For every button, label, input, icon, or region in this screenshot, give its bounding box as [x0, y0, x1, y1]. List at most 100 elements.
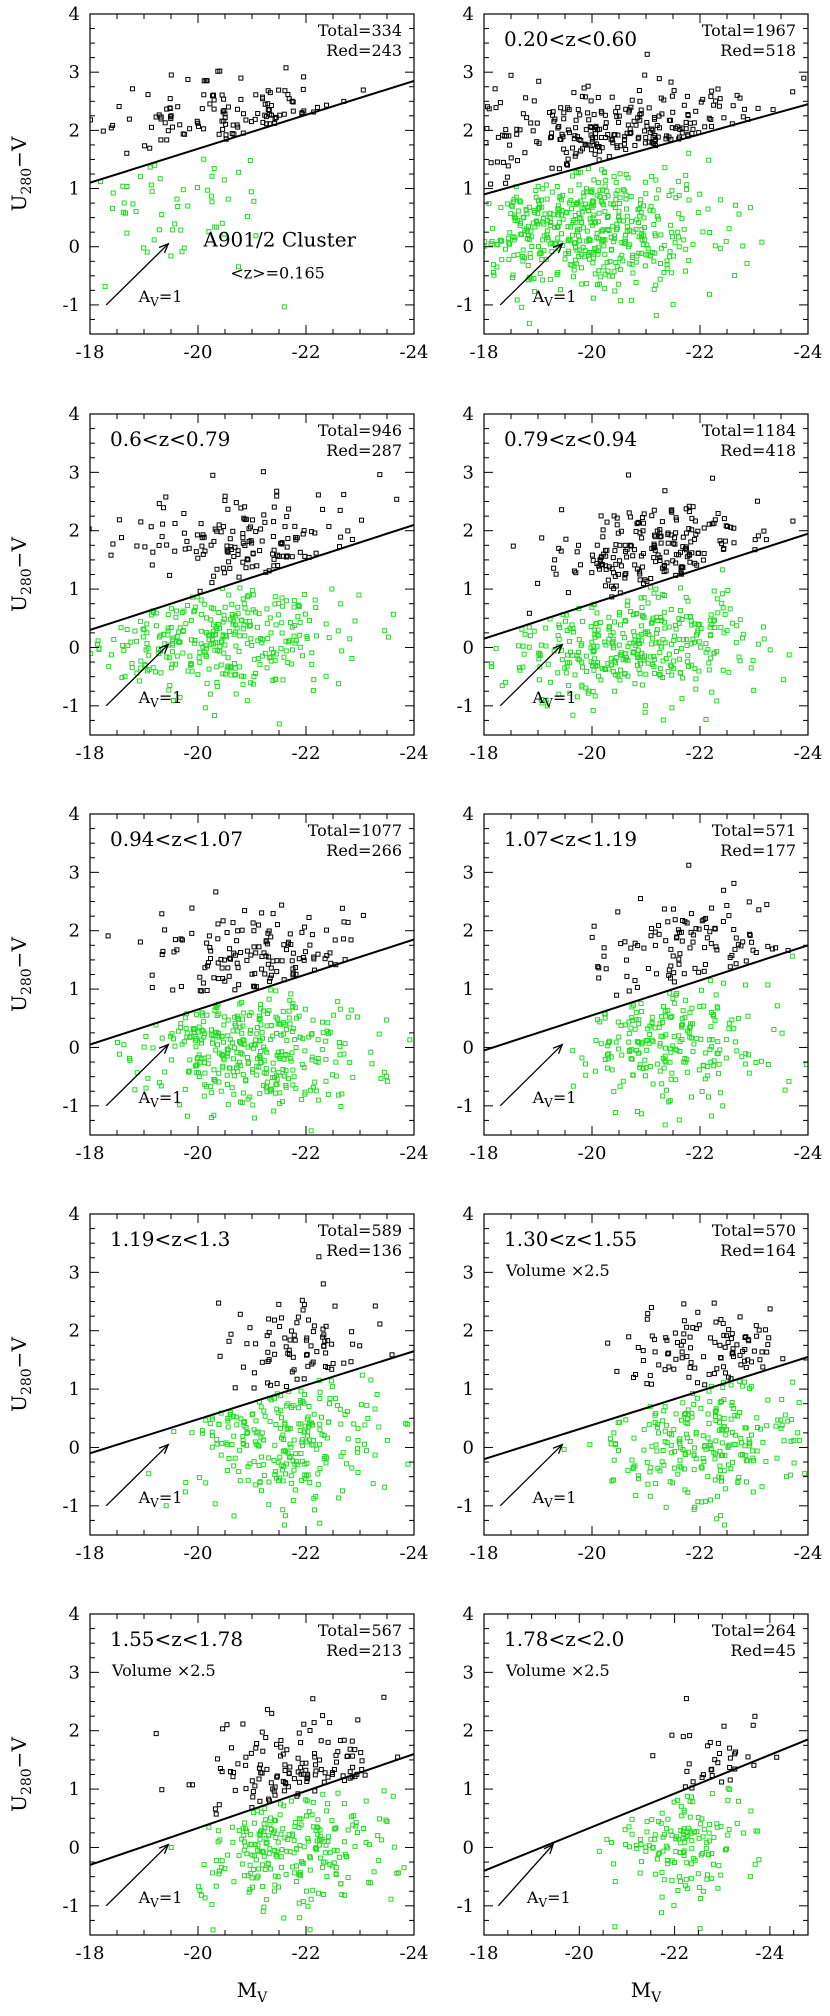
red-point [756, 907, 762, 913]
blue-point [499, 257, 505, 263]
red-point [757, 1357, 763, 1363]
red-point [656, 1362, 662, 1368]
blue-point [654, 1448, 660, 1454]
blue-point [368, 1049, 374, 1055]
blue-point [437, 1036, 441, 1040]
red-point [252, 971, 258, 977]
blue-point [257, 1479, 263, 1485]
red-point [587, 124, 593, 130]
blue-point [262, 1866, 268, 1872]
red-point [523, 95, 529, 101]
blue-point [671, 1465, 677, 1471]
blue-point [555, 633, 561, 638]
red-point [276, 1301, 282, 1307]
blue-point [717, 1419, 722, 1425]
blue-point [725, 1832, 731, 1838]
red-point [282, 1335, 288, 1341]
red-point [726, 1327, 732, 1333]
red-point [310, 1696, 316, 1702]
red-point [673, 530, 679, 536]
red-point [292, 523, 298, 529]
red-point [294, 1376, 300, 1382]
blue-point [168, 253, 174, 259]
blue-point [324, 1874, 330, 1879]
blue-point [291, 598, 297, 604]
blue-point [479, 207, 483, 211]
blue-point [746, 1052, 752, 1058]
x-tick-label: -20 [184, 1543, 213, 1564]
blue-point [703, 641, 709, 647]
blue-point [308, 1087, 314, 1093]
red-point [702, 1382, 708, 1388]
red-point [311, 1720, 317, 1726]
blue-point [761, 624, 766, 630]
red-point [742, 1347, 748, 1352]
blue-point [748, 665, 754, 671]
blue-point [633, 611, 639, 617]
blue-point [337, 1052, 343, 1058]
blue-point [225, 1102, 231, 1108]
red-point [737, 1352, 743, 1358]
blue-point [616, 612, 622, 618]
blue-point [569, 206, 575, 212]
red-point [751, 1348, 757, 1354]
red-point [640, 1358, 646, 1363]
blue-point [750, 1455, 756, 1461]
red-point [235, 106, 240, 112]
red-point [598, 513, 604, 519]
red-point [732, 946, 738, 952]
blue-point [260, 1437, 266, 1443]
blue-point [168, 1845, 174, 1850]
blue-point [641, 215, 647, 221]
blue-point [144, 249, 150, 255]
blue-point [726, 1826, 732, 1832]
blue-point [654, 630, 659, 636]
blue-point [295, 614, 301, 619]
blue-point [376, 1031, 382, 1037]
blue-point [633, 259, 639, 265]
blue-point [174, 608, 179, 614]
blue-point [639, 1859, 645, 1865]
blue-point [189, 637, 194, 643]
blue-point [691, 1401, 697, 1407]
red-point [692, 518, 698, 524]
blue-point [623, 232, 629, 238]
blue-point [612, 233, 617, 239]
blue-point [622, 1827, 628, 1833]
red-point [270, 534, 276, 539]
blue-point [619, 1052, 625, 1058]
red-point [284, 1747, 290, 1753]
red-point [297, 1779, 302, 1785]
red-point [661, 906, 667, 912]
red-point [197, 588, 203, 594]
blue-point [747, 205, 753, 211]
blue-point [376, 1424, 382, 1430]
red-point [268, 1382, 274, 1388]
blue-point [232, 1014, 238, 1020]
red-point [211, 97, 217, 103]
blue-point [130, 201, 136, 207]
red-point [681, 1318, 687, 1324]
blue-point [144, 630, 150, 636]
red-point [672, 1330, 678, 1336]
red-point [298, 1740, 304, 1746]
blue-point [407, 1037, 413, 1043]
blue-point [324, 1455, 330, 1461]
red-point [304, 1337, 309, 1343]
red-point [345, 919, 351, 925]
red-point [763, 537, 769, 543]
blue-point [196, 655, 202, 661]
red-point [223, 132, 229, 138]
blue-point [606, 273, 612, 279]
blue-point [637, 1062, 643, 1068]
blue-point [353, 1820, 359, 1826]
red-point [638, 553, 644, 559]
red-point [286, 506, 292, 512]
blue-point [590, 295, 596, 301]
blue-point [670, 1480, 676, 1486]
blue-point [263, 1897, 269, 1903]
blue-point [699, 987, 704, 993]
blue-point [667, 990, 673, 996]
red-point [332, 1303, 338, 1309]
blue-point [526, 320, 532, 326]
